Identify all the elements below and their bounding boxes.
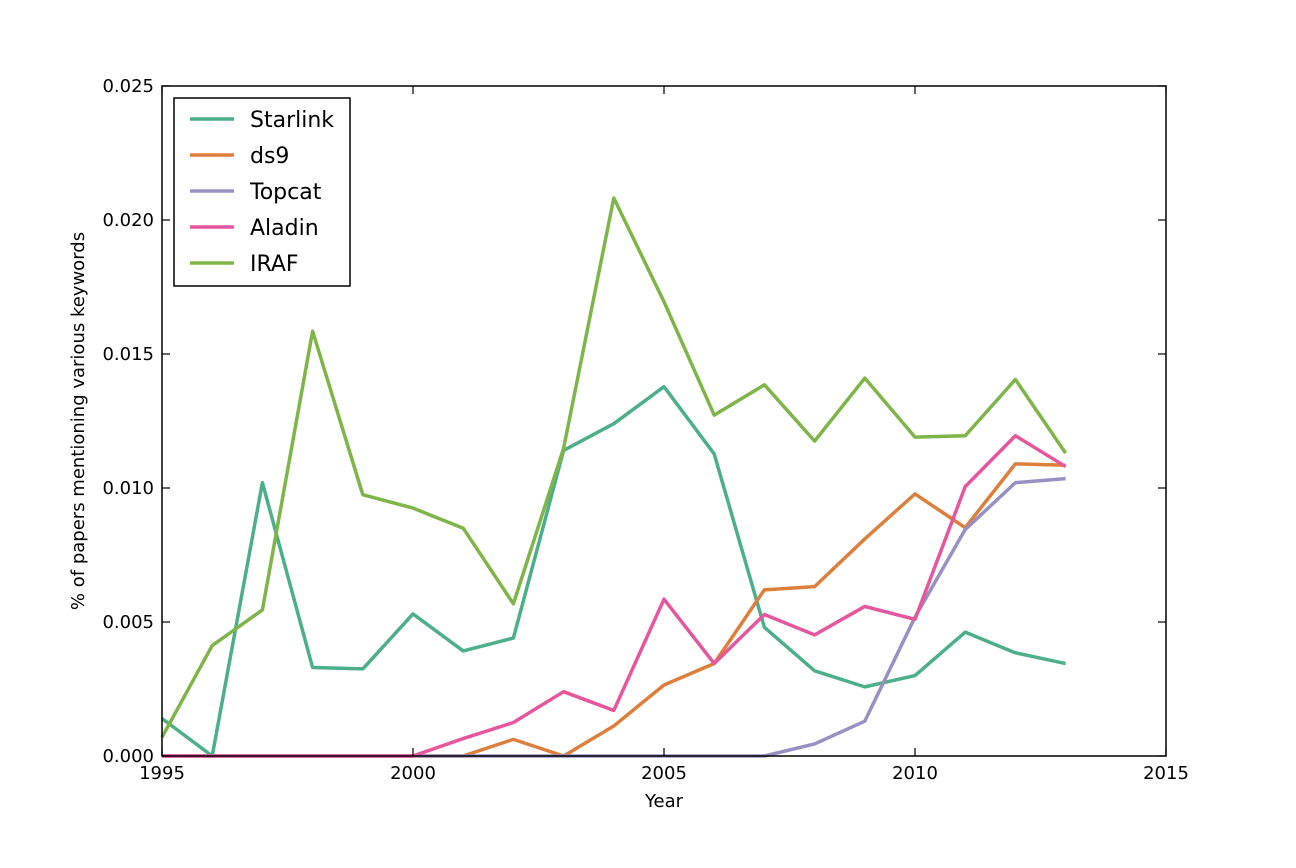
series-line-iraf — [160, 196, 1068, 739]
x-tick-label: 1995 — [139, 763, 185, 784]
legend-label-iraf: IRAF — [250, 252, 299, 277]
y-tick-label: 0.025 — [102, 76, 154, 97]
x-tick-label: 2000 — [390, 763, 436, 784]
legend-label-topcat: Topcat — [249, 180, 322, 205]
x-tick-label: 2010 — [892, 763, 938, 784]
y-tick-label: 0.010 — [102, 478, 154, 499]
y-tick-label: 0.000 — [102, 746, 154, 767]
y-tick-label: 0.020 — [102, 210, 154, 231]
legend-label-starlink: Starlink — [250, 108, 334, 133]
legend-label-ds9: ds9 — [250, 144, 289, 169]
legend: Starlink ds9 Topcat Aladin IRAF — [173, 97, 351, 287]
series-line-aladin — [162, 433, 1067, 758]
y-tick-label: 0.015 — [102, 344, 154, 365]
series-line-starlink — [160, 384, 1066, 758]
x-axis-label: Year — [644, 791, 684, 812]
legend-label-aladin: Aladin — [250, 216, 319, 241]
legend-entries: Starlink ds9 Topcat Aladin IRAF — [190, 108, 334, 277]
y-axis-label: % of papers mentioning various keywords — [68, 232, 89, 610]
x-tick-label: 2005 — [641, 763, 687, 784]
y-tick-label: 0.005 — [102, 612, 154, 633]
axis-ticks: 1995 2000 2005 2010 2015 0.000 0.005 0.010 0.015… — [102, 76, 1188, 784]
x-tick-label: 2015 — [1143, 763, 1189, 784]
